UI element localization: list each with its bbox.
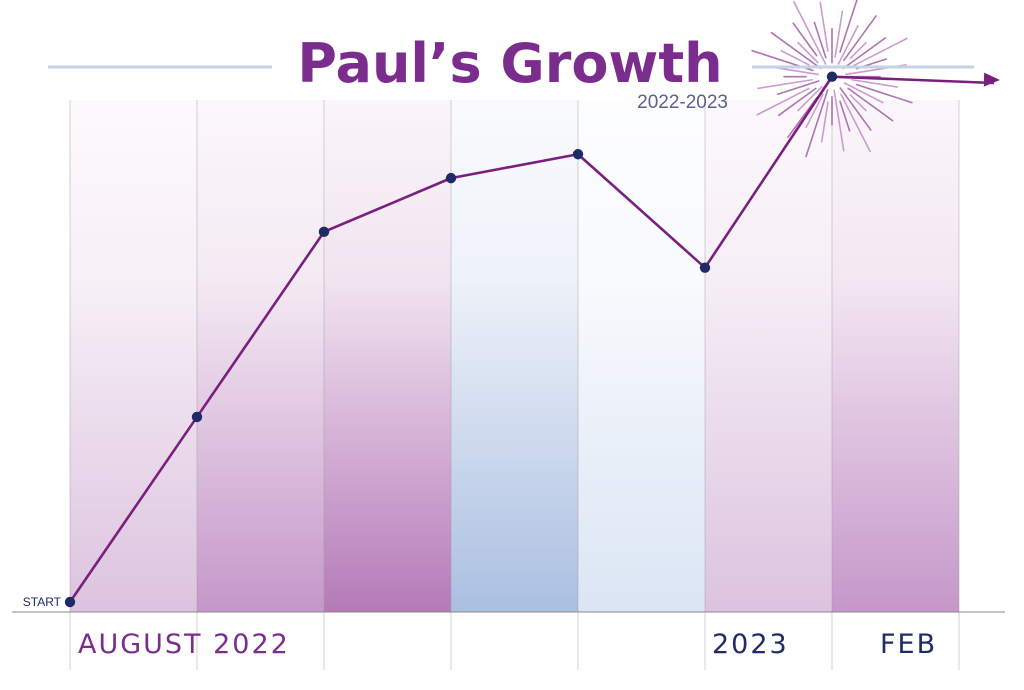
band-4 bbox=[578, 100, 705, 612]
burst-ray bbox=[837, 25, 859, 65]
burst-ray bbox=[855, 83, 913, 104]
data-point-5 bbox=[699, 262, 711, 273]
burst-ray bbox=[776, 80, 820, 96]
burst-ray bbox=[770, 31, 822, 70]
firework-burst-icon bbox=[751, 0, 913, 158]
burst-ray bbox=[842, 15, 877, 62]
burst-ray bbox=[850, 78, 898, 88]
burst-ray bbox=[805, 93, 824, 129]
band-6 bbox=[832, 100, 959, 612]
chart-title: Paul’s Growth bbox=[297, 32, 722, 95]
burst-ray bbox=[792, 22, 818, 57]
band-0 bbox=[70, 100, 197, 612]
burst-ray bbox=[757, 78, 814, 90]
burst-ray bbox=[839, 100, 851, 132]
burst-ray bbox=[839, 0, 858, 53]
trend-arrow-head-icon bbox=[983, 72, 1000, 87]
burst-ray bbox=[839, 87, 872, 131]
data-point-2 bbox=[318, 226, 330, 238]
data-point-0 bbox=[64, 596, 76, 608]
burst-ray bbox=[797, 41, 819, 64]
burst-ray bbox=[756, 87, 810, 116]
chart-subtitle: 2022-2023 bbox=[637, 92, 728, 113]
data-point-3 bbox=[445, 172, 457, 184]
burst-ray bbox=[833, 89, 845, 152]
start-label: START bbox=[23, 595, 62, 609]
burst-ray bbox=[849, 37, 908, 69]
band-3 bbox=[451, 100, 578, 612]
burst-ray bbox=[842, 37, 887, 70]
x-label-august-2022: AUGUST 2022 bbox=[78, 629, 290, 660]
data-point-1 bbox=[191, 411, 203, 423]
burst-ray bbox=[777, 87, 817, 117]
burst-ray bbox=[843, 82, 884, 104]
trend-arrow-shaft bbox=[831, 75, 995, 85]
burst-ray bbox=[797, 85, 823, 112]
burst-ray bbox=[780, 49, 810, 66]
data-point-4 bbox=[572, 149, 584, 160]
burst-ray bbox=[847, 87, 894, 122]
burst-ray bbox=[819, 1, 829, 52]
data-points bbox=[64, 71, 838, 608]
x-label-2023: 2023 bbox=[712, 629, 789, 660]
x-label-feb: FEB bbox=[880, 629, 937, 660]
burst-ray bbox=[813, 21, 827, 59]
band-1 bbox=[197, 100, 324, 612]
band-2 bbox=[324, 100, 451, 612]
burst-ray bbox=[849, 41, 867, 60]
burst-ray bbox=[834, 10, 844, 58]
burst-ray bbox=[787, 96, 818, 139]
burst-ray bbox=[840, 93, 871, 153]
burst-ray bbox=[793, 0, 827, 65]
burst-ray bbox=[805, 89, 829, 158]
background-bands bbox=[70, 100, 959, 612]
grid-lines bbox=[12, 100, 1005, 670]
band-5 bbox=[705, 100, 832, 612]
data-point-6 bbox=[826, 71, 838, 82]
burst-ray bbox=[849, 94, 867, 112]
burst-ray bbox=[820, 101, 829, 143]
